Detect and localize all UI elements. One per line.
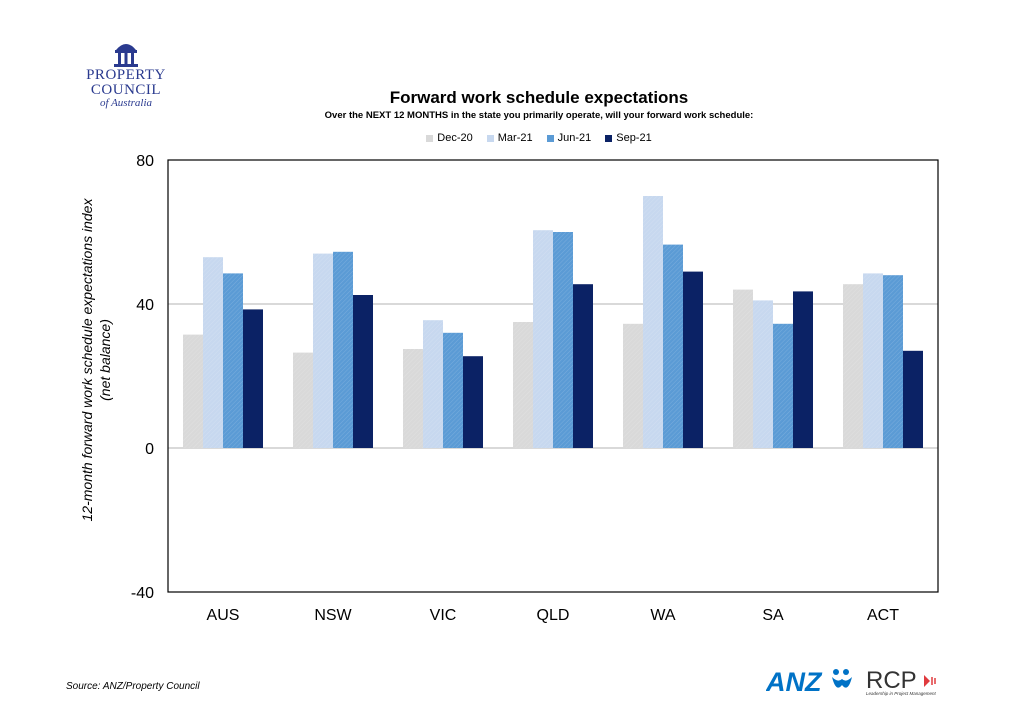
- bar-texture: [643, 196, 663, 448]
- legend-label: Dec-20: [437, 132, 473, 144]
- y-tick-label: 80: [136, 153, 154, 170]
- y-tick-label: 0: [145, 441, 154, 458]
- legend-label: Mar-21: [497, 132, 533, 144]
- bar-texture: [403, 349, 423, 448]
- legend-swatch: [426, 134, 434, 142]
- bar-texture: [533, 230, 553, 448]
- logo-line3: of Australia: [99, 97, 153, 109]
- bar-act-sep-21: [903, 350, 923, 448]
- logo-line2: COUNCIL: [90, 82, 162, 98]
- x-tick-label: SA: [762, 607, 784, 624]
- x-tick-label: QLD: [537, 607, 570, 624]
- y-tick-label: 40: [136, 297, 154, 314]
- logo-line1: PROPERTY: [86, 67, 166, 83]
- bar-texture: [513, 322, 533, 448]
- x-tick-label: ACT: [867, 607, 899, 624]
- legend-item: Dec-20: [426, 132, 473, 144]
- bar-wa-sep-21: [683, 271, 703, 448]
- bar-texture: [293, 352, 313, 448]
- bar-nsw-sep-21: [353, 295, 373, 448]
- bar-texture: [753, 300, 773, 448]
- bar-texture: [663, 244, 683, 448]
- bar-sa-sep-21: [793, 291, 813, 448]
- anz-figures-icon: [832, 669, 852, 688]
- bar-texture: [843, 284, 863, 448]
- legend-item: Jun-21: [546, 132, 592, 144]
- bar-texture: [223, 273, 243, 448]
- chart-legend: Dec-20 Mar-21 Jun-21 Sep-21: [0, 132, 1024, 144]
- bar-texture: [773, 323, 793, 448]
- legend-swatch: [605, 134, 613, 142]
- property-council-logo: PROPERTY COUNCIL of Australia: [74, 40, 178, 109]
- anz-logo: ANZ: [766, 667, 852, 695]
- bar-texture: [183, 334, 203, 448]
- bar-texture: [423, 320, 443, 448]
- x-tick-label: AUS: [207, 607, 240, 624]
- bar-texture: [623, 323, 643, 448]
- x-tick-label: VIC: [430, 607, 457, 624]
- x-tick-label: NSW: [314, 607, 352, 624]
- building-icon: [114, 44, 138, 67]
- legend-label: Sep-21: [616, 132, 652, 144]
- legend-swatch: [486, 134, 494, 142]
- bar-texture: [313, 253, 333, 448]
- rcp-tagline: Leadership in Project Management: [866, 691, 937, 696]
- chart-subtitle: Over the NEXT 12 MONTHS in the state you…: [324, 110, 754, 121]
- bar-texture: [733, 289, 753, 448]
- bar-texture: [863, 273, 883, 448]
- legend-item: Sep-21: [605, 132, 652, 144]
- bar-texture: [883, 275, 903, 448]
- x-tick-label: WA: [650, 607, 676, 624]
- rcp-arrow-icon: [924, 675, 930, 687]
- chart-title: Forward work schedule expectations: [389, 88, 689, 107]
- rcp-logo: RCP Leadership in Project Management: [866, 667, 937, 696]
- y-tick-label: -40: [131, 585, 154, 602]
- legend-item: Mar-21: [486, 132, 533, 144]
- bar-texture: [333, 251, 353, 448]
- bar-texture: [443, 332, 463, 448]
- source-note: Source: ANZ/Property Council: [66, 681, 200, 692]
- legend-label: Jun-21: [557, 132, 592, 144]
- bar-vic-sep-21: [463, 356, 483, 448]
- bar-aus-sep-21: [243, 309, 263, 448]
- bar-texture: [553, 232, 573, 448]
- anz-logo-text: ANZ: [766, 667, 823, 695]
- plot-frame: [167, 159, 939, 593]
- legend-swatch: [546, 134, 554, 142]
- bar-texture: [203, 257, 223, 448]
- rcp-logo-text: RCP: [866, 667, 917, 694]
- bar-qld-sep-21: [573, 284, 593, 448]
